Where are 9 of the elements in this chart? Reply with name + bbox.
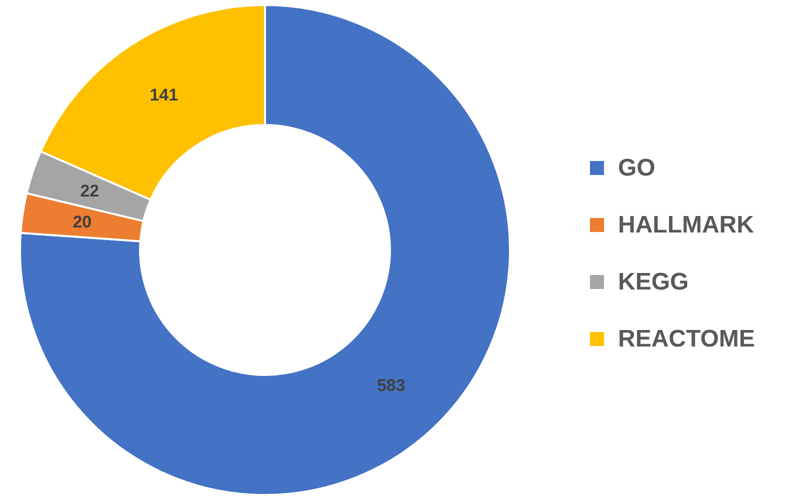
legend-label: REACTOME: [618, 326, 755, 352]
donut-slice: [19, 4, 511, 496]
data-label: 583: [376, 376, 406, 395]
legend-label: GO: [618, 154, 656, 182]
legend-label: HALLMARK: [618, 212, 755, 238]
data-label: 20: [72, 212, 92, 232]
data-label: 141: [150, 86, 178, 105]
data-label: 22: [80, 182, 100, 201]
legend-label: KEGG: [618, 268, 689, 296]
